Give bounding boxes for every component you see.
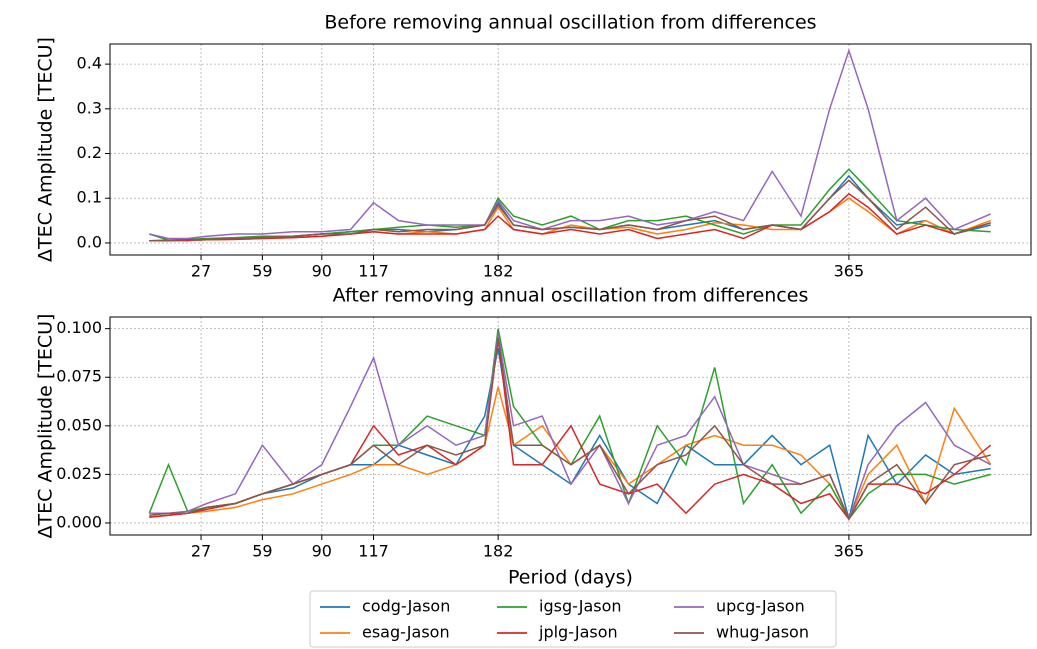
y-tick-label: 0.3: [77, 98, 102, 117]
x-tick-label: 365: [834, 542, 865, 561]
y-tick-label: 0.050: [56, 415, 102, 434]
x-axis-label: Period (days): [508, 567, 633, 589]
legend-label: esag-Jason: [362, 623, 450, 642]
legend-frame: [309, 590, 837, 648]
series-line: [149, 347, 991, 520]
y-tick-label: 0.025: [56, 464, 102, 483]
x-tick-label: 117: [358, 542, 389, 561]
legend: codg-Jason esag-Jason igsg-Jason jplg-Jason…: [309, 590, 837, 648]
x-tick-label: 90: [312, 262, 332, 281]
axes-frame: [109, 43, 1032, 256]
y-tick-label: 0.000: [56, 512, 102, 531]
legend-label: whug-Jason: [716, 623, 809, 642]
y-tick-label: 0.100: [56, 318, 102, 337]
x-tick-label: 365: [834, 262, 865, 281]
x-tick-label: 27: [191, 542, 211, 561]
legend-label: igsg-Jason: [539, 597, 622, 616]
x-tick-label: 59: [252, 542, 272, 561]
x-tick-label: 59: [252, 262, 272, 281]
y-axis-label: ΔTEC Amplitude [TECU]: [35, 314, 57, 539]
y-tick-label: 0.1: [77, 188, 102, 207]
y-tick-label: 0.4: [77, 54, 102, 73]
y-tick-label: 0.075: [56, 367, 102, 386]
y-axis-label: ΔTEC Amplitude [TECU]: [35, 37, 57, 262]
chart-title: Before removing annual oscillation from …: [324, 12, 816, 34]
x-tick-label: 182: [483, 542, 514, 561]
axes-frame: [109, 316, 1032, 536]
legend-label: upcg-Jason: [716, 597, 805, 616]
y-tick-label: 0.0: [77, 232, 102, 251]
legend-label: codg-Jason: [362, 597, 450, 616]
x-tick-label: 27: [191, 262, 211, 281]
series-line: [149, 338, 991, 521]
series-line: [149, 192, 991, 242]
x-tick-label: 117: [358, 262, 389, 281]
y-tick-label: 0.2: [77, 143, 102, 162]
series-line: [149, 48, 991, 240]
series-line: [149, 168, 991, 241]
x-tick-label: 182: [483, 262, 514, 281]
chart-title: After removing annual oscillation from d…: [333, 285, 809, 307]
x-tick-label: 90: [312, 542, 332, 561]
series-line: [149, 179, 991, 242]
legend-label: jplg-Jason: [538, 623, 618, 642]
